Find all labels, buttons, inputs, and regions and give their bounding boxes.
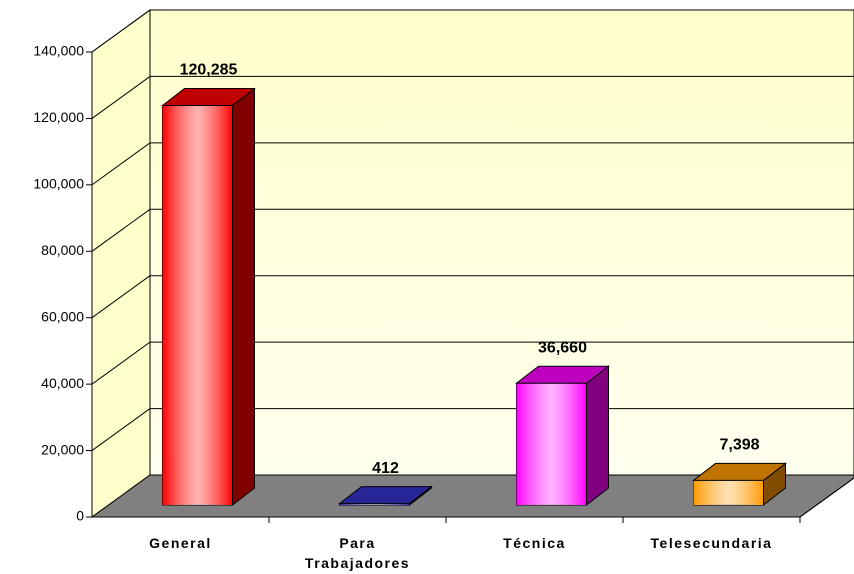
floor-edge — [799, 477, 854, 518]
side-wall — [91, 9, 151, 518]
bar-top — [338, 486, 433, 505]
bar-side — [232, 87, 255, 507]
bar-front-shine — [693, 480, 764, 505]
grid-line — [91, 76, 151, 119]
bar-front-shine — [162, 105, 233, 505]
value-label: 36,660 — [538, 339, 587, 356]
bar — [161, 87, 256, 507]
grid-line — [91, 275, 151, 319]
y-tick-label: 100,000 — [33, 176, 84, 192]
back-wall — [149, 9, 854, 476]
x-tick-label: Técnica — [503, 535, 566, 551]
bar-front-shine — [516, 383, 587, 505]
y-tick-label: 40,000 — [41, 375, 84, 391]
grid-line — [91, 341, 151, 385]
grid-line — [91, 9, 151, 53]
bar-side — [586, 365, 609, 507]
grid-line — [91, 208, 151, 252]
y-tick-label: 140,000 — [33, 43, 84, 59]
bar-front-shine — [339, 503, 410, 505]
bar-top — [692, 462, 787, 481]
value-label: 120,285 — [180, 62, 238, 79]
value-label: 7,398 — [719, 437, 759, 454]
x-tick-label: Telesecundaria — [650, 535, 773, 551]
bar — [692, 462, 787, 507]
grid-line — [91, 142, 151, 186]
bar-top — [515, 365, 610, 384]
y-tick-label: 60,000 — [41, 308, 84, 324]
y-tick-label: 0 — [76, 508, 84, 524]
y-tick-label: 80,000 — [41, 242, 84, 258]
bar — [338, 485, 433, 507]
x-tick-label: Para Trabajadores — [304, 535, 411, 571]
y-tick-label: 120,000 — [33, 109, 84, 125]
bar — [515, 365, 610, 507]
bar-top — [161, 87, 256, 106]
x-tick-label: General — [149, 535, 212, 551]
y-tick-label: 20,000 — [41, 441, 84, 457]
grid-line — [91, 408, 151, 451]
value-label: 412 — [372, 460, 399, 477]
